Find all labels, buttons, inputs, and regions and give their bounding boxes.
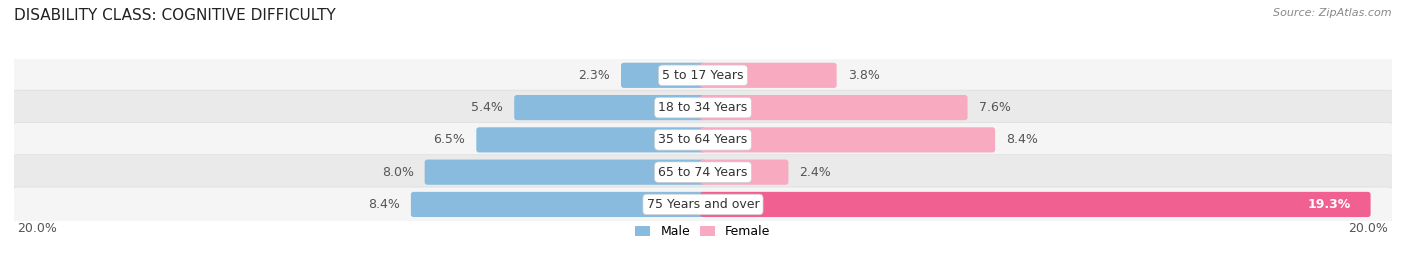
Text: 65 to 74 Years: 65 to 74 Years (658, 166, 748, 179)
Text: 8.4%: 8.4% (368, 198, 399, 211)
Text: 6.5%: 6.5% (433, 133, 465, 146)
Text: 3.8%: 3.8% (848, 69, 880, 82)
FancyBboxPatch shape (13, 187, 1393, 222)
FancyBboxPatch shape (477, 127, 706, 153)
Text: 18 to 34 Years: 18 to 34 Years (658, 101, 748, 114)
FancyBboxPatch shape (13, 155, 1393, 190)
Text: 2.4%: 2.4% (800, 166, 831, 179)
FancyBboxPatch shape (13, 122, 1393, 157)
Text: 7.6%: 7.6% (979, 101, 1011, 114)
FancyBboxPatch shape (700, 192, 1371, 217)
Text: 20.0%: 20.0% (17, 222, 58, 235)
Legend: Male, Female: Male, Female (630, 220, 776, 243)
Text: Source: ZipAtlas.com: Source: ZipAtlas.com (1274, 8, 1392, 18)
Text: 35 to 64 Years: 35 to 64 Years (658, 133, 748, 146)
FancyBboxPatch shape (13, 90, 1393, 125)
Text: 75 Years and over: 75 Years and over (647, 198, 759, 211)
Text: 19.3%: 19.3% (1308, 198, 1351, 211)
FancyBboxPatch shape (700, 95, 967, 120)
FancyBboxPatch shape (700, 127, 995, 153)
Text: 2.3%: 2.3% (578, 69, 610, 82)
FancyBboxPatch shape (515, 95, 706, 120)
Text: 5 to 17 Years: 5 to 17 Years (662, 69, 744, 82)
FancyBboxPatch shape (621, 63, 706, 88)
Text: DISABILITY CLASS: COGNITIVE DIFFICULTY: DISABILITY CLASS: COGNITIVE DIFFICULTY (14, 8, 336, 23)
Text: 8.4%: 8.4% (1007, 133, 1038, 146)
Text: 8.0%: 8.0% (381, 166, 413, 179)
Text: 20.0%: 20.0% (1348, 222, 1389, 235)
FancyBboxPatch shape (700, 160, 789, 185)
Text: 5.4%: 5.4% (471, 101, 503, 114)
FancyBboxPatch shape (13, 58, 1393, 93)
FancyBboxPatch shape (700, 63, 837, 88)
FancyBboxPatch shape (425, 160, 706, 185)
FancyBboxPatch shape (411, 192, 706, 217)
